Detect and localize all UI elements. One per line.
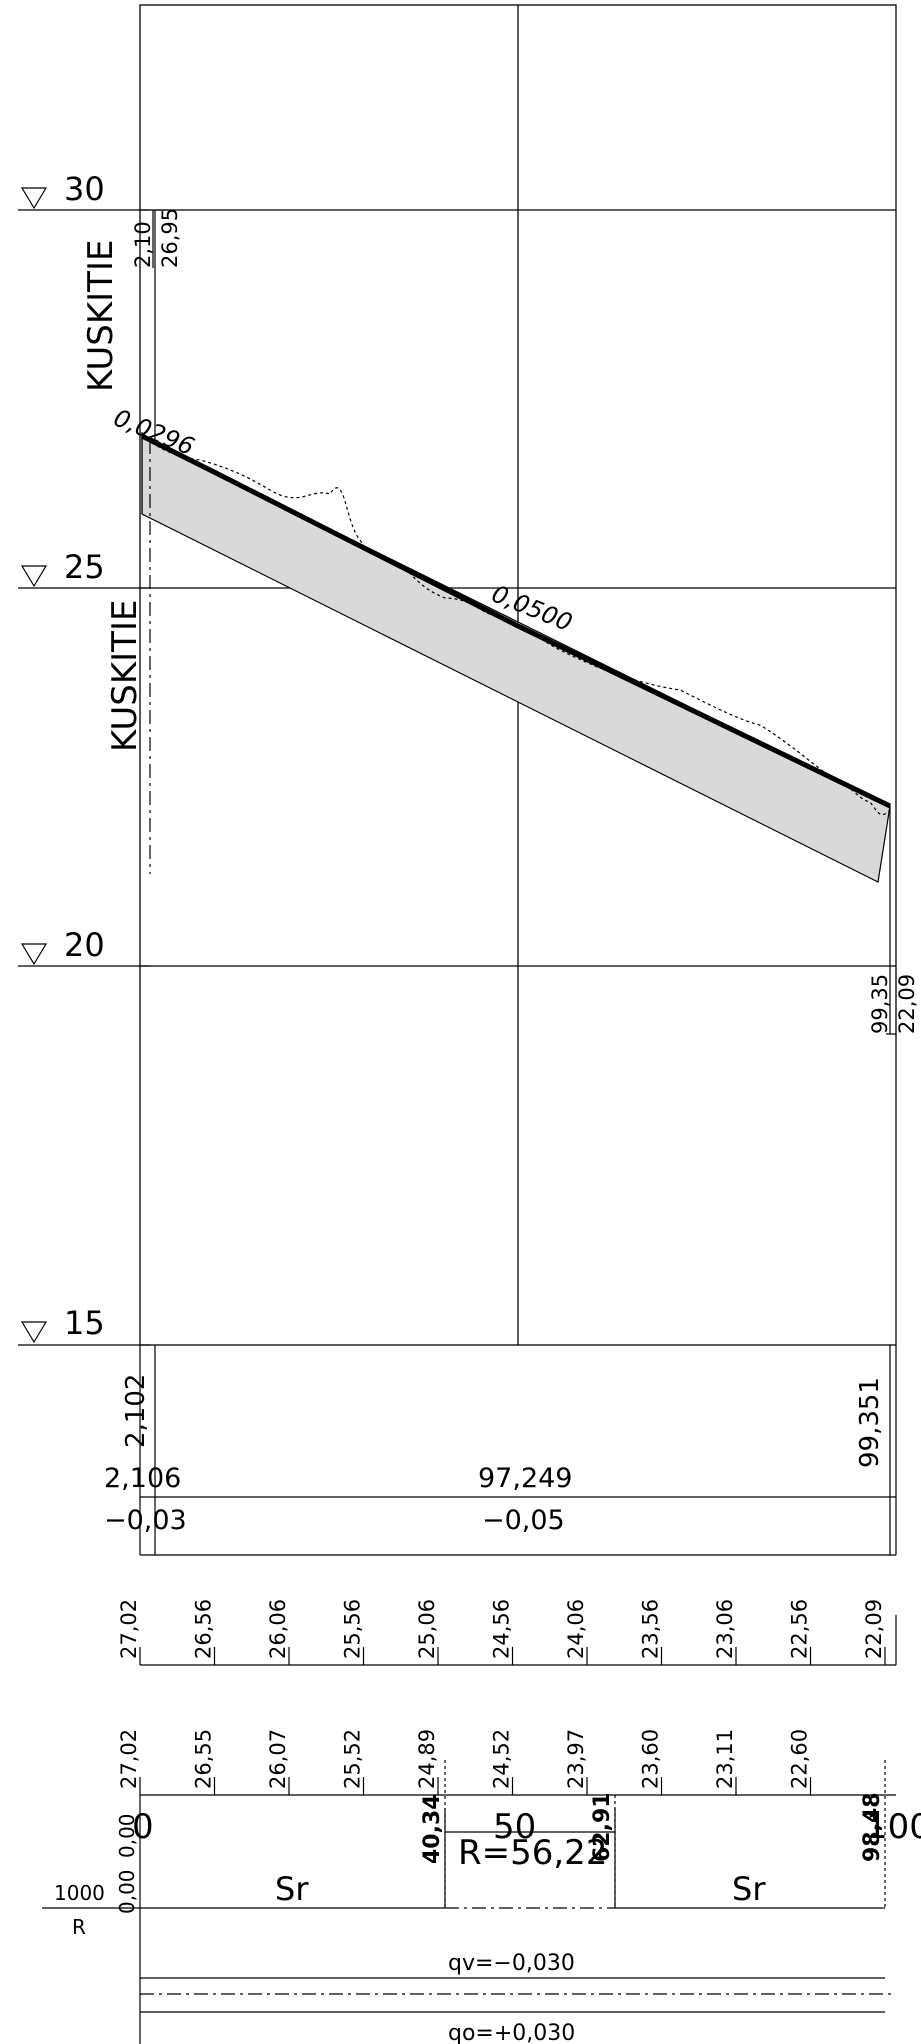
scale-label: 1000 [54, 1881, 105, 1905]
design-elevation-value: 22,09 [862, 1599, 886, 1659]
start-length-value: 2,106 [104, 1463, 181, 1494]
start-grade-value: −0,03 [104, 1505, 187, 1536]
design-elevations-row: 27,02 26,56 26,06 25,56 25,06 24,56 24,06 23,56… [117, 1599, 897, 1666]
sr-right: Sr [732, 1870, 766, 1908]
ground-line [141, 435, 891, 816]
design-gradeline [140, 433, 892, 809]
main-grade-value: −0,05 [482, 1505, 565, 1536]
design-elevation-value: 25,06 [415, 1599, 439, 1659]
left-zero-lower: 0,00 [115, 1869, 139, 1914]
station-50: 50 [493, 1807, 536, 1847]
elevation-label-20: 20 [64, 926, 105, 964]
curve-radius-label: R=56,22 [458, 1833, 607, 1873]
design-elevation-value: 23,56 [639, 1599, 663, 1659]
main-length-value: 97,249 [478, 1463, 572, 1494]
ground-elevation-value: 23,11 [713, 1729, 737, 1789]
end-station-value: 99,35 [868, 974, 892, 1034]
ground-elevation-value: 23,60 [639, 1729, 663, 1789]
end-elevation-value: 22,09 [895, 974, 919, 1034]
end-station-marker: 99,35 22,09 [868, 806, 919, 1035]
ground-elevation-value: 22,60 [788, 1729, 812, 1789]
station-100: 100 [866, 1807, 921, 1847]
start-station-marker: 2,10 26,95 [131, 208, 182, 440]
design-elevation-value: 24,06 [564, 1599, 588, 1659]
design-elevation-value: 22,56 [788, 1599, 812, 1659]
design-elevation-value: 26,06 [266, 1599, 290, 1659]
curve-end-station: 62,91 [590, 1792, 615, 1862]
road-name-label-side: KUSKITIE [105, 600, 145, 752]
station-0: 0 [132, 1807, 154, 1847]
road-name-label-top: KUSKITIE [81, 240, 121, 392]
elevation-marker-20: 20 [18, 926, 150, 967]
design-elevation-value: 27,02 [117, 1599, 141, 1659]
elevation-marker-15: 15 [18, 1304, 150, 1346]
horizontal-alignment-band: 0 50 100 0,00 0,00 40,34 R=56,22 62,91 9… [42, 1760, 921, 2044]
ground-elevation-value: 26,07 [266, 1729, 290, 1789]
elevation-label-15: 15 [64, 1304, 105, 1342]
start-elevation-value: 26,95 [158, 208, 182, 268]
ground-elevation-value: 25,52 [341, 1729, 365, 1789]
elevation-label-25: 25 [64, 548, 105, 586]
curve-start-station: 40,34 [420, 1794, 445, 1864]
ground-elevation-value: 26,55 [192, 1729, 216, 1789]
design-elevation-value: 25,56 [341, 1599, 365, 1659]
crossfall-qv: qv=−0,030 [448, 1951, 575, 1976]
r-label: R [72, 1915, 86, 1939]
start-station-value: 2,10 [131, 221, 155, 268]
curve-end-station-2: 98,48 [860, 1792, 885, 1862]
design-elevation-value: 26,56 [192, 1599, 216, 1659]
design-elevation-value: 23,06 [713, 1599, 737, 1659]
crossfall-qo: qo=+0,030 [448, 2021, 575, 2044]
ground-elevation-value: 27,02 [117, 1729, 141, 1789]
left-zero-upper: 0,00 [115, 1813, 139, 1858]
ground-elevations-row: 27,02 26,55 26,07 25,52 24,89 24,52 23,97 23,60… [117, 1729, 896, 1796]
elevation-marker-30: 30 [18, 170, 150, 211]
design-elevation-value: 24,56 [490, 1599, 514, 1659]
sr-left: Sr [275, 1870, 309, 1908]
left-station-value: 2,102 [121, 1374, 151, 1448]
elevation-label-30: 30 [64, 170, 105, 208]
ground-elevation-value: 24,89 [415, 1729, 439, 1789]
ground-elevation-value: 24,52 [490, 1729, 514, 1789]
elevation-marker-25: 25 [18, 548, 150, 589]
right-station-value: 99,351 [855, 1377, 885, 1468]
slope-table: 2,102 99,351 2,106 97,249 −0,03 −0,05 [104, 1345, 897, 1556]
ground-elevation-value: 23,97 [564, 1729, 588, 1789]
crossfall-band: qv=−0,030 qo=+0,030 [140, 1951, 895, 2044]
cut-area [141, 435, 891, 883]
